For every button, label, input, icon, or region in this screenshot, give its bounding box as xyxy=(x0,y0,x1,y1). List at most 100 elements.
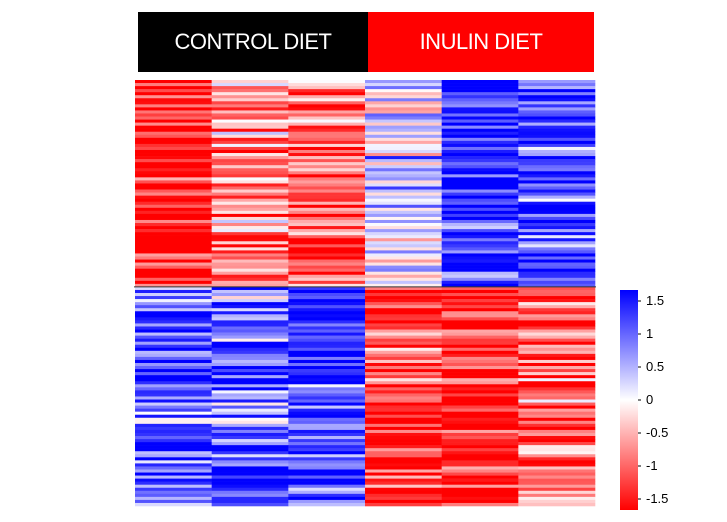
heatmap-cell xyxy=(288,207,366,212)
heatmap-cell xyxy=(365,131,442,136)
heatmap-cell xyxy=(288,387,366,391)
heatmap-cell xyxy=(518,472,596,476)
heatmap-cell xyxy=(441,353,519,358)
heatmap-cell xyxy=(211,128,289,133)
heatmap-cell xyxy=(518,442,596,446)
heatmap-cell xyxy=(365,277,442,282)
heatmap-cell xyxy=(135,101,212,105)
heatmap-cell xyxy=(365,353,442,358)
heatmap-cell xyxy=(135,122,212,126)
heatmap-cell xyxy=(211,86,289,90)
heatmap-cell xyxy=(211,259,289,263)
heatmap-cell xyxy=(441,475,519,479)
heatmap-cell xyxy=(365,487,442,492)
heatmap-cell xyxy=(135,146,212,151)
heatmap-cell xyxy=(365,445,442,449)
heatmap-cell xyxy=(288,405,366,409)
heatmap-cell xyxy=(441,95,519,99)
heatmap-cell xyxy=(365,381,442,385)
heatmap-cell xyxy=(441,293,519,297)
heatmap-cell xyxy=(441,408,519,412)
heatmap-cell xyxy=(518,338,596,342)
heatmap-cell xyxy=(211,442,289,446)
heatmap-cell xyxy=(441,219,519,224)
heatmap-cell xyxy=(288,253,366,257)
heatmap-cell xyxy=(518,113,596,117)
heatmap-cell xyxy=(441,338,519,342)
heatmap-cell xyxy=(518,487,596,492)
heatmap-cell xyxy=(211,283,289,288)
heatmap-cell xyxy=(135,493,212,498)
heatmap-cell xyxy=(211,256,289,260)
heatmap-cell xyxy=(288,113,366,117)
heatmap-cell xyxy=(288,201,366,206)
heatmap-cell xyxy=(135,390,212,394)
heatmap-cell xyxy=(135,448,212,452)
heatmap-cell xyxy=(288,429,366,434)
heatmap-cell xyxy=(211,405,289,409)
heatmap-cell xyxy=(365,338,442,342)
heatmap-cell xyxy=(135,332,212,336)
heatmap-cell xyxy=(441,335,519,339)
heatmap-cell xyxy=(518,366,596,370)
heatmap-cell xyxy=(365,478,442,482)
heatmap-cell xyxy=(365,335,442,339)
heatmap-cell xyxy=(211,387,289,391)
heatmap-cell xyxy=(365,223,442,227)
heatmap-cell xyxy=(211,247,289,251)
heatmap-cell xyxy=(211,213,289,218)
heatmap-cell xyxy=(518,119,596,123)
heatmap-cell xyxy=(288,140,366,145)
heatmap-cell xyxy=(518,356,596,361)
heatmap-cell xyxy=(211,274,289,279)
heatmap-cell xyxy=(288,384,366,388)
heatmap-cell xyxy=(288,177,366,181)
heatmap-cell xyxy=(288,89,366,93)
heatmap-cell xyxy=(518,98,596,102)
colorbar-tick-label: 1.5 xyxy=(646,293,664,308)
heatmap-cell xyxy=(211,262,289,266)
heatmap-cell xyxy=(441,156,519,160)
heatmap-cell xyxy=(518,216,596,221)
heatmap-cell xyxy=(518,344,596,349)
heatmap-cell xyxy=(365,356,442,361)
heatmap-cell xyxy=(288,153,366,157)
heatmap-cell xyxy=(135,125,212,129)
heatmap-cell xyxy=(365,192,442,196)
heatmap-cell xyxy=(441,317,519,321)
heatmap-cell xyxy=(441,189,519,193)
heatmap-cell xyxy=(518,162,596,166)
heatmap-cell xyxy=(135,162,212,166)
heatmap-cell xyxy=(365,484,442,489)
colorbar-tick-label: 0 xyxy=(646,392,653,407)
heatmap-cell xyxy=(135,189,212,193)
heatmap-cell xyxy=(441,241,519,245)
heatmap-cell xyxy=(518,280,596,285)
heatmap-cell xyxy=(441,481,519,485)
heatmap-cell xyxy=(288,338,366,342)
heatmap-cell xyxy=(441,487,519,492)
heatmap-cell xyxy=(518,122,596,126)
heatmap-cell xyxy=(365,320,442,324)
heatmap-cell xyxy=(441,414,519,419)
heatmap-cell xyxy=(288,189,366,193)
heatmap-cell xyxy=(365,183,442,187)
heatmap-cell xyxy=(441,411,519,416)
heatmap-cell xyxy=(211,356,289,361)
heatmap-cell xyxy=(365,140,442,145)
heatmap-cell xyxy=(518,463,596,467)
heatmap-cell xyxy=(518,369,596,373)
heatmap-cell xyxy=(211,95,289,99)
heatmap-cell xyxy=(135,490,212,495)
heatmap-cell xyxy=(288,265,366,269)
heatmap-cell xyxy=(518,201,596,206)
heatmap-cell xyxy=(211,268,289,272)
heatmap-cell xyxy=(365,153,442,157)
heatmap-cell xyxy=(441,210,519,215)
heatmap-cell xyxy=(288,277,366,282)
heatmap-cell xyxy=(288,375,366,379)
heatmap-cell xyxy=(365,293,442,297)
heatmap-cell xyxy=(211,329,289,333)
heatmap-cell xyxy=(288,490,366,495)
heatmap-cell xyxy=(518,156,596,160)
